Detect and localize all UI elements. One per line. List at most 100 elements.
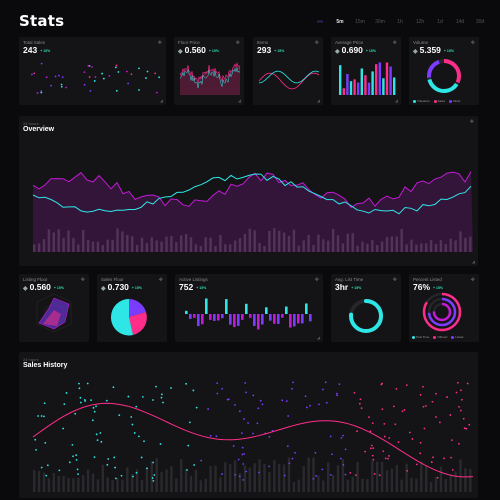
volume-bar	[253, 463, 256, 492]
sales-point	[135, 471, 138, 474]
volume-bar	[224, 244, 227, 252]
volume-bar	[229, 464, 232, 492]
bar	[225, 299, 228, 314]
overview-area	[33, 171, 473, 252]
bar	[289, 314, 292, 328]
volume-bar	[425, 465, 428, 492]
volume-bar	[126, 234, 129, 252]
sales-point	[238, 475, 241, 478]
card-label: Items	[257, 40, 269, 45]
scatter-point	[138, 89, 140, 91]
bar	[197, 314, 200, 327]
drag-handle-icon[interactable]: ✥	[392, 40, 397, 46]
volume-bar	[439, 240, 443, 252]
volume-bar	[52, 472, 55, 492]
volume-bar	[346, 479, 349, 492]
drag-handle-icon[interactable]: ✥	[314, 277, 319, 283]
volume-bar	[72, 238, 75, 252]
card-label: Average Price	[335, 40, 364, 45]
scatter-point	[58, 74, 60, 77]
volume-bar	[194, 469, 198, 492]
volume-bar	[464, 237, 467, 252]
sales-point	[287, 415, 290, 417]
volume-bar	[67, 230, 70, 252]
drag-handle-icon[interactable]: ✥	[235, 40, 240, 46]
tab-30m[interactable]: 30m	[375, 18, 385, 25]
sales-point	[118, 414, 121, 417]
resize-icon[interactable]: ◢	[394, 98, 398, 103]
sales-point	[112, 386, 115, 389]
resize-icon[interactable]: ◢	[316, 335, 320, 340]
sales-point	[291, 387, 293, 390]
sales-point	[369, 430, 372, 433]
sales-point	[381, 382, 383, 385]
resize-icon[interactable]: ◢	[159, 98, 163, 103]
drag-handle-icon[interactable]: ✥	[470, 277, 475, 283]
sales-point	[226, 398, 229, 401]
sales-point	[406, 469, 409, 472]
scatter-point	[45, 76, 48, 79]
scatter-point	[33, 72, 36, 75]
volume-bar	[420, 243, 423, 252]
tab-5m[interactable]: 5m	[336, 18, 344, 25]
tab-15m[interactable]: 15m	[355, 18, 365, 25]
volume-bar	[199, 245, 202, 252]
scatter-point	[146, 70, 149, 73]
drag-handle-icon[interactable]: ✥	[470, 40, 475, 46]
resize-icon[interactable]: ◢	[237, 98, 241, 103]
volume-bar	[336, 235, 340, 252]
volume-bar	[126, 467, 129, 492]
tab-1d[interactable]: 1d	[437, 18, 443, 25]
sales-point	[312, 477, 315, 480]
volume-bar	[459, 459, 462, 492]
drag-handle-icon[interactable]: ✥	[469, 119, 474, 125]
sales-point	[268, 465, 271, 468]
sales-point	[195, 406, 198, 409]
bar	[277, 314, 280, 324]
resize-icon[interactable]: ◢	[316, 98, 320, 103]
sales-point	[382, 450, 385, 453]
scatter-point	[83, 71, 86, 74]
card-value: ◆ 0.730 + 15%	[101, 282, 142, 292]
sales-point	[395, 387, 398, 390]
sales-point	[384, 457, 387, 460]
drag-handle-icon[interactable]: ✥	[80, 277, 85, 283]
sales-point	[96, 439, 99, 442]
drag-handle-icon[interactable]: ✥	[392, 277, 397, 283]
volume-bar	[219, 234, 222, 252]
volume-bar	[302, 466, 305, 492]
volume-bar	[278, 230, 281, 252]
scatter-point	[115, 64, 118, 67]
resize-icon[interactable]: ◢	[471, 259, 475, 264]
volume-bar	[91, 241, 95, 252]
sales-point	[370, 444, 373, 447]
sales-point	[403, 409, 406, 411]
drag-handle-icon[interactable]: ✥	[314, 40, 319, 46]
drag-handle-icon[interactable]: ✥	[157, 40, 162, 46]
tab-30d[interactable]: 30d	[475, 18, 485, 25]
volume-bar	[135, 469, 139, 492]
sales-point	[247, 422, 249, 424]
tab-14d[interactable]: 14d	[455, 18, 465, 25]
scatter-point	[93, 80, 96, 82]
sales-point	[383, 422, 386, 425]
drag-handle-icon[interactable]: ✥	[158, 277, 163, 283]
chart-line-icon[interactable]: 〰	[316, 20, 323, 26]
volume-donut	[427, 59, 461, 93]
sales-point	[331, 453, 333, 456]
volume-bar	[434, 476, 438, 492]
volume-bar	[47, 478, 51, 492]
volume-bar	[229, 244, 232, 252]
sales-point	[450, 456, 452, 459]
scatter-point	[36, 92, 39, 94]
volume-bar	[317, 475, 320, 492]
bar	[245, 303, 248, 314]
volume-bar	[121, 479, 124, 492]
tab-12h[interactable]: 12h	[415, 18, 425, 25]
sales-point	[336, 394, 339, 397]
bar	[367, 82, 371, 95]
volume-bar	[160, 241, 163, 252]
tab-1h[interactable]: 1h	[397, 18, 403, 25]
scatter-point	[101, 72, 104, 75]
sales-point	[241, 432, 243, 435]
